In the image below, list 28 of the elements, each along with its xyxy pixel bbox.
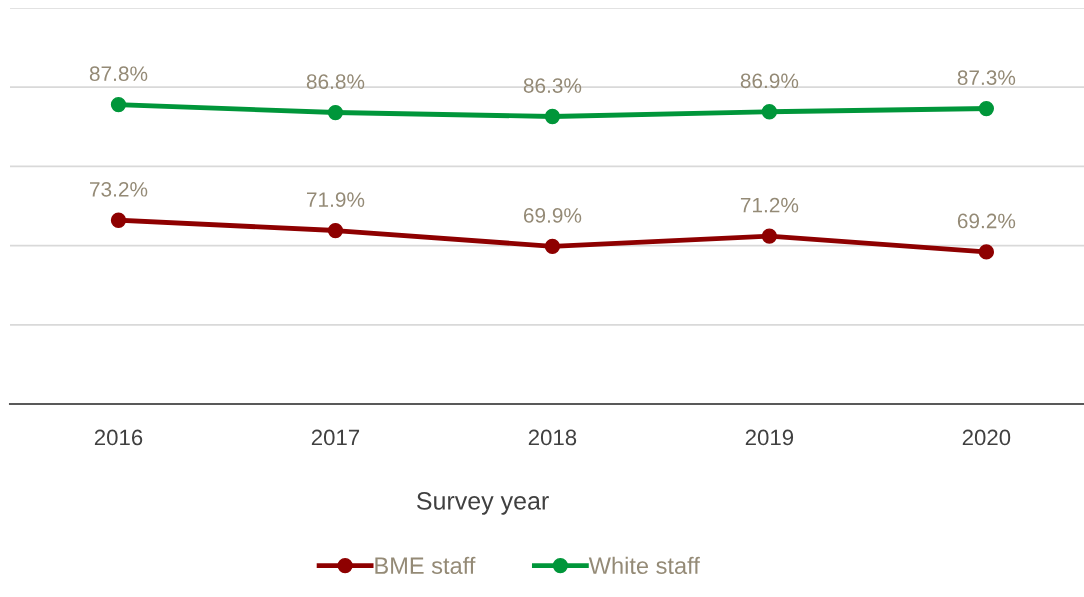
data-label: 87.3%	[957, 70, 1016, 86]
x-tick-label: 2016	[94, 429, 143, 446]
point	[978, 244, 995, 260]
data-label: 86.9%	[740, 73, 799, 89]
legend-label: White staff	[588, 556, 700, 575]
data-label: 87.8%	[89, 66, 148, 82]
point	[761, 104, 778, 120]
x-tick-label: 2018	[528, 429, 577, 446]
x-tick-label: 2019	[745, 429, 794, 446]
point	[327, 104, 344, 121]
point	[327, 222, 344, 239]
data-label: 69.9%	[523, 208, 582, 223]
x-axis-title: Survey year	[417, 492, 549, 515]
point	[544, 238, 561, 255]
legend-label: BME staff	[375, 556, 476, 575]
data-label: 71.2%	[740, 197, 799, 213]
point	[110, 212, 127, 228]
point	[761, 228, 778, 244]
point	[978, 100, 995, 117]
data-label: 86.3%	[523, 78, 582, 93]
data-label: 73.2%	[90, 181, 148, 197]
data-label: 71.9%	[306, 192, 365, 207]
data-label: 86.8%	[306, 74, 365, 89]
x-tick-label: 2017	[311, 429, 360, 446]
x-tick-label: 2020	[962, 429, 1011, 446]
point	[544, 108, 561, 125]
data-label: 69.2%	[957, 213, 1016, 229]
point	[110, 96, 127, 113]
